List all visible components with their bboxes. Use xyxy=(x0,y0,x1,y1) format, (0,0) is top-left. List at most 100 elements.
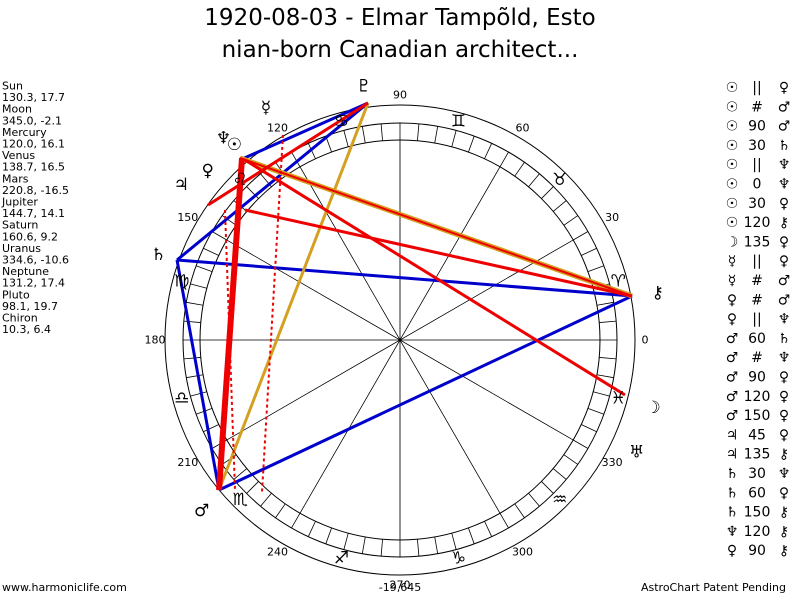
band-tick xyxy=(514,503,525,518)
aspect-planet: ♆ xyxy=(778,350,791,366)
band-tick xyxy=(514,162,525,177)
aspect-planet: ♀ xyxy=(779,427,789,443)
aspect-planet: ☿ xyxy=(728,254,737,270)
aspect-type: 135 xyxy=(744,447,771,463)
aspect-type: 90 xyxy=(748,543,766,559)
band-tick xyxy=(361,536,366,554)
degree-label: 300 xyxy=(512,546,533,559)
planet-name: Pluto xyxy=(2,288,30,301)
aspect-type: 120 xyxy=(744,215,771,231)
band-tick xyxy=(183,320,201,323)
aspect-planet: ♂ xyxy=(778,292,791,308)
zodiac-sign: ♎ xyxy=(174,388,189,408)
footer-left: www.harmoniclife.com xyxy=(2,581,127,594)
band-tick xyxy=(599,320,617,323)
degree-label: 150 xyxy=(177,211,198,224)
zodiac-sign: ♋ xyxy=(334,112,349,132)
band-tick xyxy=(434,536,439,554)
aspect-planet: ☉ xyxy=(726,80,739,96)
band-tick xyxy=(275,503,286,518)
aspect-planet: ♆ xyxy=(778,177,791,193)
planet-coords: 10.3, 6.4 xyxy=(2,323,51,336)
planet-coords: 130.3, 17.7 xyxy=(2,91,65,104)
planet-glyph: ♂ xyxy=(194,501,209,521)
band-tick xyxy=(291,513,301,529)
aspect-type: 0 xyxy=(753,177,762,193)
band-tick xyxy=(587,408,605,415)
zodiac-sign: ♉ xyxy=(552,170,567,190)
degree-label: 210 xyxy=(177,456,198,469)
band-tick xyxy=(596,374,614,379)
aspect-planet: ♀ xyxy=(779,389,789,405)
aspect-type: 30 xyxy=(748,138,766,154)
planet-glyph: ♇ xyxy=(356,77,371,97)
aspect-planet: ♀ xyxy=(779,408,789,424)
aspect-planet: ♄ xyxy=(778,138,791,154)
aspect-line xyxy=(217,102,370,491)
band-tick xyxy=(596,301,614,306)
aspect-planet: ♀ xyxy=(779,370,789,386)
band-tick xyxy=(233,468,248,480)
aspect-planet: ♂ xyxy=(726,389,739,405)
aspect-planet: ♃ xyxy=(726,427,739,443)
planet-glyph: ♆ xyxy=(216,128,231,148)
band-tick xyxy=(573,439,589,449)
planet-glyph: ☿ xyxy=(261,98,271,118)
planet-coords: 120.0, 16.1 xyxy=(2,138,65,151)
band-tick xyxy=(186,301,204,306)
band-tick xyxy=(343,130,349,147)
band-tick xyxy=(528,492,540,507)
planet-glyph: ☉ xyxy=(227,135,242,155)
aspect-planet: ⚷ xyxy=(779,215,789,231)
band-tick xyxy=(593,391,610,397)
band-tick xyxy=(417,123,420,141)
aspect-line xyxy=(176,258,633,298)
band-tick xyxy=(587,265,605,272)
aspect-planet: ♆ xyxy=(726,524,739,540)
aspect-planet: ☉ xyxy=(726,196,739,212)
band-tick xyxy=(361,126,366,144)
title-line: 1920-08-03 - Elmar Tampõld, Esto xyxy=(204,5,595,31)
planet-coords: 131.2, 17.4 xyxy=(2,277,65,290)
band-tick xyxy=(203,247,219,256)
planet-glyph: ♄ xyxy=(151,245,166,265)
band-tick xyxy=(190,283,207,289)
band-tick xyxy=(468,527,475,545)
aspect-planet: ♀ xyxy=(779,234,789,250)
planet-name: Uranus xyxy=(2,242,41,255)
planet-glyph: ♀ xyxy=(201,161,213,181)
band-tick xyxy=(380,123,383,141)
planet-glyph: ⚷ xyxy=(652,283,664,303)
zodiac-sign: ♒ xyxy=(552,490,567,510)
aspect-planet: ♄ xyxy=(726,466,739,482)
planet-name: Sun xyxy=(2,80,23,93)
spoke xyxy=(226,239,574,441)
planet-name: Jupiter xyxy=(1,196,38,209)
aspect-planet: ♄ xyxy=(778,331,791,347)
aspect-type: || xyxy=(752,254,761,270)
planet-name: Chiron xyxy=(2,312,38,325)
aspect-planet: ♂ xyxy=(778,119,791,135)
band-tick xyxy=(541,481,554,494)
degree-label: 270 xyxy=(390,579,411,592)
aspect-planet: ♀ xyxy=(779,254,789,270)
band-tick xyxy=(246,186,259,199)
aspect-planet: ♂ xyxy=(726,350,739,366)
zodiac-sign: ♌ xyxy=(233,170,248,190)
planet-glyph: ♃ xyxy=(174,175,189,195)
wheel xyxy=(164,104,636,576)
aspect-type: 30 xyxy=(748,196,766,212)
planet-name: Mars xyxy=(2,172,29,185)
zodiac-sign: ♍ xyxy=(174,272,189,292)
degree-label: 30 xyxy=(605,211,619,224)
aspect-planet: ♀ xyxy=(779,485,789,501)
aspect-line xyxy=(244,158,626,397)
aspect-planet: ☉ xyxy=(726,119,739,135)
degree-label: 0 xyxy=(642,334,649,347)
zodiac-sign: ♓ xyxy=(611,388,626,408)
degree-label: 180 xyxy=(145,334,166,347)
degree-label: 90 xyxy=(393,89,407,102)
band-tick xyxy=(573,231,589,241)
planet-coords: 160.6, 9.2 xyxy=(2,230,58,243)
